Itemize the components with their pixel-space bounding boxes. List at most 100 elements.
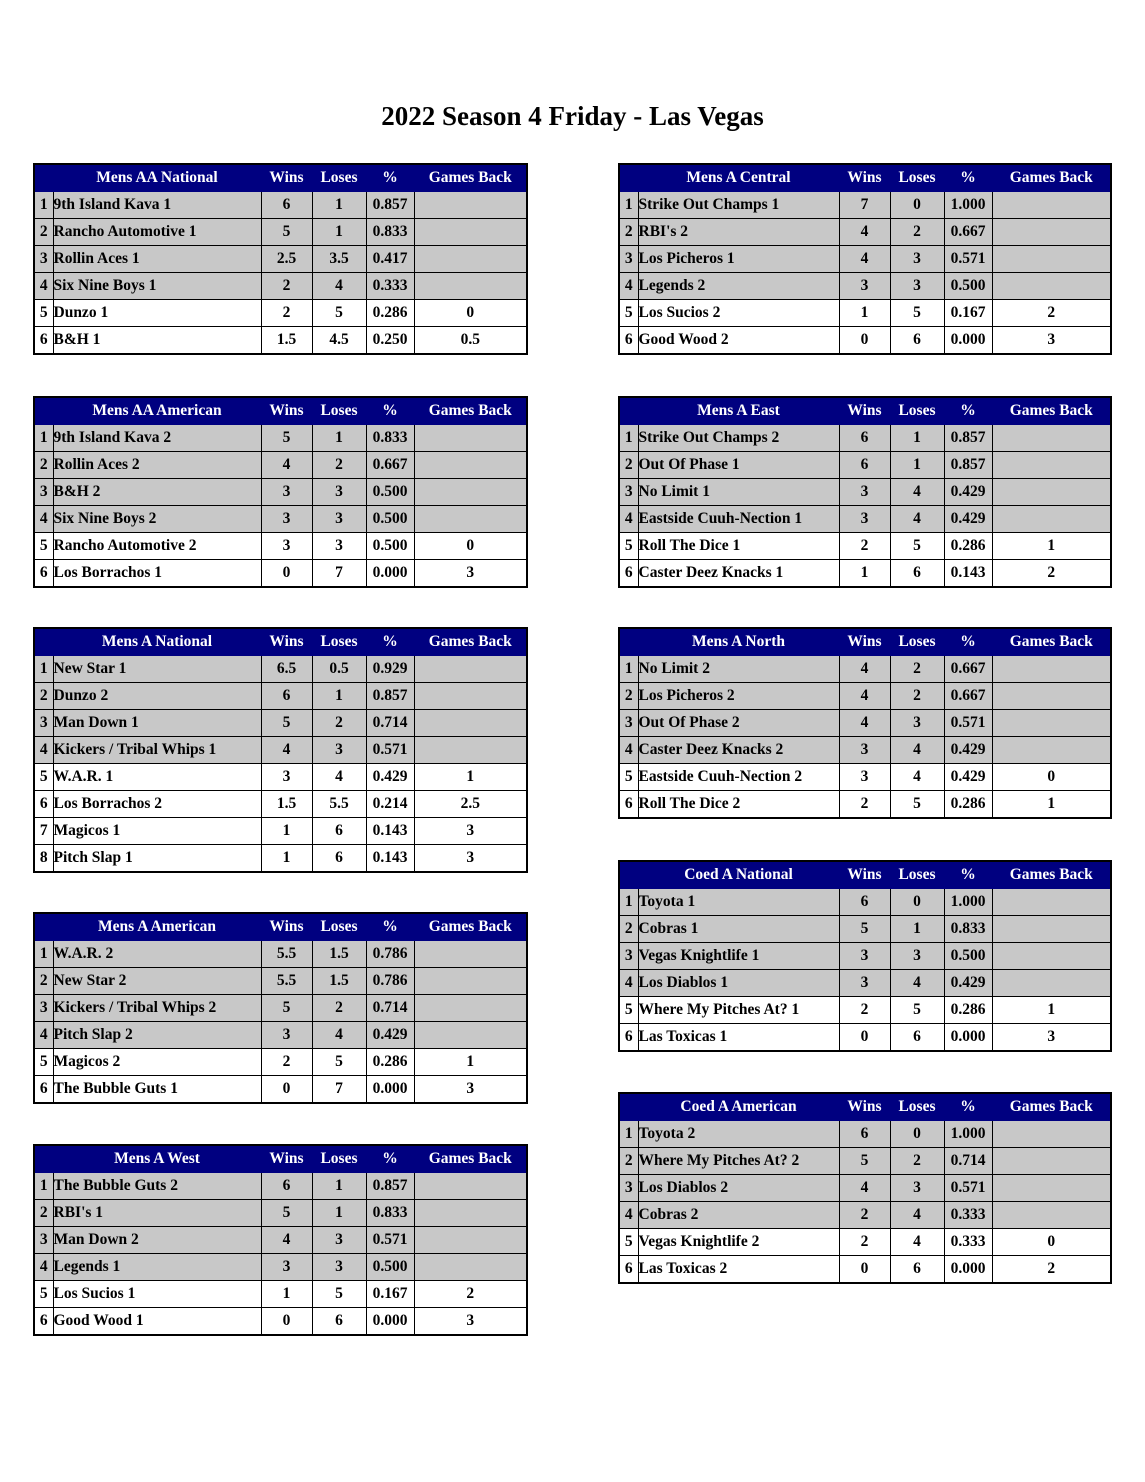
cell-wins: 3	[838, 763, 891, 791]
table-header-row: Mens AA National Wins Loses% Games Back	[33, 163, 528, 192]
cell-percentage: 0.667	[943, 682, 993, 710]
cell-loses: 2	[889, 218, 945, 246]
cell-wins: 1	[260, 1280, 313, 1308]
cell-games-back: 2	[991, 559, 1112, 588]
cell-loses: 0.5	[311, 655, 367, 683]
cell-percentage: 0.833	[365, 424, 415, 452]
cell-loses: 3	[889, 709, 945, 737]
cell-loses: 6	[889, 1255, 945, 1284]
standings-table-mens-a-national: Mens A National Wins Loses% Games Back 1 New …	[33, 627, 528, 873]
header-wins: Wins	[260, 1144, 313, 1173]
cell-games-back	[991, 1147, 1112, 1175]
table-row: 1 No Limit 2 4 2 0.667	[618, 655, 1112, 683]
table-row: 2 RBI's 1 5 1 0.833	[33, 1199, 528, 1227]
cell-wins: 4	[260, 1226, 313, 1254]
cell-rank: 5	[33, 1048, 54, 1076]
cell-loses: 1	[311, 424, 367, 452]
header-rank	[33, 627, 54, 656]
table-row: 4 Pitch Slap 2 3 4 0.429	[33, 1021, 528, 1049]
cell-rank: 3	[618, 709, 639, 737]
cell-team-name: Dunzo 2	[52, 682, 262, 710]
header-games-back: Games Back	[413, 163, 528, 192]
cell-games-back	[413, 682, 528, 710]
cell-games-back	[413, 736, 528, 764]
cell-team-name: Six Nine Boys 2	[52, 505, 262, 533]
cell-wins: 3	[260, 532, 313, 560]
header-wins: Wins	[838, 396, 891, 425]
cell-loses: 4	[889, 478, 945, 506]
cell-games-back	[413, 709, 528, 737]
cell-team-name: The Bubble Guts 1	[52, 1075, 262, 1104]
table-row: 1 New Star 1 6.5 0.5 0.929	[33, 655, 528, 683]
table-row: 8 Pitch Slap 1 1 6 0.143 3	[33, 844, 528, 873]
cell-games-back: 2	[991, 299, 1112, 327]
cell-team-name: No Limit 1	[637, 478, 840, 506]
cell-wins: 3	[838, 736, 891, 764]
cell-team-name: Roll The Dice 2	[637, 790, 840, 819]
cell-team-name: Strike Out Champs 2	[637, 424, 840, 452]
cell-loses: 7	[311, 1075, 367, 1104]
cell-rank: 6	[618, 1255, 639, 1284]
cell-wins: 2	[260, 1048, 313, 1076]
table-row: 5 Rancho Automotive 2 3 3 0.500 0	[33, 532, 528, 560]
cell-loses: 4	[889, 1228, 945, 1256]
cell-games-back	[991, 736, 1112, 764]
header-wins: Wins	[260, 627, 313, 656]
cell-team-name: New Star 2	[52, 967, 262, 995]
cell-percentage: 1.000	[943, 1120, 993, 1148]
cell-team-name: Vegas Knightlife 2	[637, 1228, 840, 1256]
cell-games-back	[413, 191, 528, 219]
cell-games-back	[413, 505, 528, 533]
cell-wins: 5	[838, 1147, 891, 1175]
table-row: 3 Rollin Aces 1 2.5 3.5 0.417	[33, 245, 528, 273]
cell-wins: 6	[838, 451, 891, 479]
header-division: Mens AA American	[52, 396, 262, 425]
cell-percentage: 0.429	[943, 736, 993, 764]
cell-wins: 6	[838, 888, 891, 916]
cell-wins: 2	[260, 272, 313, 300]
cell-games-back	[413, 478, 528, 506]
cell-loses: 4	[889, 1201, 945, 1229]
cell-percentage: 0.143	[365, 844, 415, 873]
cell-rank: 2	[33, 682, 54, 710]
cell-loses: 3	[311, 532, 367, 560]
cell-loses: 0	[889, 191, 945, 219]
table-row: 6 Los Borrachos 1 0 7 0.000 3	[33, 559, 528, 588]
cell-percentage: 0.333	[365, 272, 415, 300]
cell-rank: 5	[618, 532, 639, 560]
cell-loses: 1	[311, 1172, 367, 1200]
cell-loses: 4	[311, 1021, 367, 1049]
cell-games-back	[413, 994, 528, 1022]
cell-team-name: Man Down 2	[52, 1226, 262, 1254]
cell-games-back: 3	[413, 559, 528, 588]
cell-rank: 1	[618, 1120, 639, 1148]
cell-loses: 4	[889, 969, 945, 997]
cell-games-back	[991, 888, 1112, 916]
cell-percentage: 0.667	[365, 451, 415, 479]
cell-team-name: Vegas Knightlife 1	[637, 942, 840, 970]
table-row: 6 The Bubble Guts 1 0 7 0.000 3	[33, 1075, 528, 1104]
table-row: 2 Where My Pitches At? 2 5 2 0.714	[618, 1147, 1112, 1175]
table-row: 2 New Star 2 5.5 1.5 0.786	[33, 967, 528, 995]
table-header-row: Mens A West Wins Loses% Games Back	[33, 1144, 528, 1173]
cell-rank: 3	[618, 245, 639, 273]
cell-team-name: B&H 2	[52, 478, 262, 506]
cell-games-back: 3	[991, 326, 1112, 355]
cell-percentage: 0.000	[365, 1075, 415, 1104]
cell-games-back: 3	[991, 1023, 1112, 1052]
cell-games-back	[413, 1172, 528, 1200]
cell-team-name: Los Sucios 2	[637, 299, 840, 327]
cell-loses: 6	[889, 1023, 945, 1052]
header-games-back: Games Back	[413, 627, 528, 656]
header-rank	[618, 163, 639, 192]
cell-loses: 0	[889, 1120, 945, 1148]
cell-rank: 6	[618, 790, 639, 819]
table-row: 3 Man Down 2 4 3 0.571	[33, 1226, 528, 1254]
table-row: 4 Six Nine Boys 2 3 3 0.500	[33, 505, 528, 533]
cell-percentage: 0.429	[365, 763, 415, 791]
cell-team-name: Pitch Slap 1	[52, 844, 262, 873]
standings-table-mens-a-east: Mens A East Wins Loses% Games Back 1 Strike O…	[618, 396, 1112, 588]
cell-games-back: 1	[991, 996, 1112, 1024]
cell-team-name: Toyota 2	[637, 1120, 840, 1148]
header-wins: Wins	[838, 860, 891, 889]
